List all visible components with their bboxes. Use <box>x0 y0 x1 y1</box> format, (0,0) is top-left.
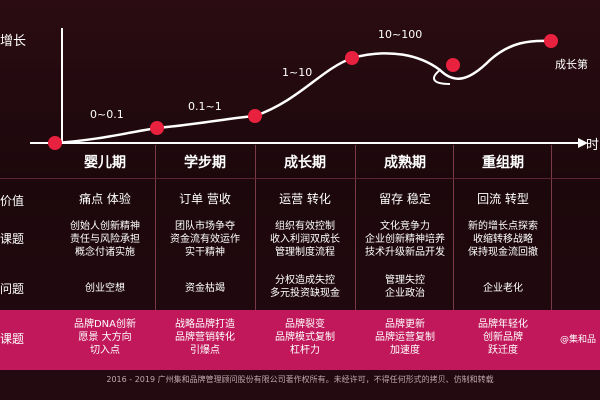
copyright-footer: 2016 - 2019 广州集和品牌管理顾问股份有限公司著作权所有。未经许可，不… <box>106 375 494 384</box>
stage-point-reorg <box>446 58 460 72</box>
segment-label: 1~10 <box>282 66 313 79</box>
problem-cell: 资金枯竭 <box>155 282 255 295</box>
topic-cell: 团队市场争夺 资金流有效运作 实干精神 <box>155 220 255 259</box>
brand-line: 品牌更新 <box>385 319 425 330</box>
problem-cell: 分权造成失控 多元投资缺现金 <box>255 274 355 300</box>
stage-name-mature: 成熟期 <box>384 155 426 171</box>
row-label-problem: 问题 <box>0 282 25 296</box>
value-cell: 订单 营收 <box>179 192 231 206</box>
row-divider <box>0 178 600 179</box>
column-divider <box>355 145 356 370</box>
topic-line: 资金流有效运作 <box>170 234 240 245</box>
stage-name-toddler: 学步期 <box>184 155 226 171</box>
column-divider <box>155 145 156 370</box>
brand-cell: 战略品牌打造 品牌营销转化 引爆点 <box>155 318 255 357</box>
column-divider <box>255 145 256 370</box>
row-label-topic: 课题 <box>0 232 25 246</box>
brand-cell: 品牌更新 品牌运营复制 加速度 <box>355 318 455 357</box>
brand-line: 加速度 <box>390 345 420 356</box>
brand-line: 战略品牌打造 <box>175 319 235 330</box>
problem-line: 企业老化 <box>483 283 523 294</box>
x-axis-arrow <box>578 138 588 148</box>
topic-line: 管理制度流程 <box>275 247 335 258</box>
stage-point-final <box>544 34 558 48</box>
brand-line: 引爆点 <box>190 345 220 356</box>
brand-line: 品牌营销转化 <box>175 332 235 343</box>
topic-line: 新的增长点探索 <box>468 221 538 232</box>
topic-line: 实干精神 <box>185 247 225 258</box>
watermark: @集和品 <box>560 335 597 345</box>
row-label-brand-topic: 课题 <box>0 332 25 346</box>
problem-line: 管理失控 <box>385 275 425 286</box>
segment-label: 10~100 <box>378 28 423 41</box>
topic-line: 文化竞争力 <box>380 221 430 232</box>
topic-line: 概念付诸实施 <box>75 247 135 258</box>
topic-line: 技术升级新品开发 <box>365 247 445 258</box>
brand-line: 杠杆力 <box>290 345 320 356</box>
final-point-label: 成长第 <box>555 58 588 71</box>
problem-line: 多元投资缺现金 <box>270 288 340 299</box>
stage-name-reorg: 重组期 <box>482 155 524 171</box>
stage-point-growth <box>248 109 262 123</box>
topic-cell: 文化竞争力 企业创新精神培养 技术升级新品开发 <box>355 220 455 259</box>
problem-cell: 企业老化 <box>453 282 553 295</box>
stage-point-infant <box>48 136 62 150</box>
topic-line: 创始人创新精神 <box>70 221 140 232</box>
brand-cell: 品牌裂变 品牌模式复制 杠杆力 <box>255 318 355 357</box>
brand-line: 愿景 大方向 <box>78 332 132 343</box>
brand-cell: 品牌DNA创新 愿景 大方向 切入点 <box>55 318 155 357</box>
stage-point-toddler <box>150 121 164 135</box>
brand-line: 品牌运营复制 <box>375 332 435 343</box>
column-divider <box>551 145 552 370</box>
topic-line: 保持现金流回撤 <box>468 247 538 258</box>
stage-name-infant: 婴儿期 <box>84 155 126 171</box>
brand-line: 创新品牌 <box>483 332 523 343</box>
stage-name-growth: 成长期 <box>284 155 326 171</box>
brand-cell: 品牌年轻化 创新品牌 跃迁度 <box>453 318 553 357</box>
growth-curve <box>54 39 552 145</box>
topic-line: 组织有效控制 <box>275 221 335 232</box>
topic-line: 责任与风险承担 <box>70 234 140 245</box>
topic-cell: 创始人创新精神 责任与风险承担 概念付诸实施 <box>55 220 155 259</box>
value-cell: 回流 转型 <box>477 192 529 206</box>
brand-line: 品牌裂变 <box>285 319 325 330</box>
brand-line: 品牌DNA创新 <box>73 319 137 330</box>
topic-cell: 组织有效控制 收入利润双成长 管理制度流程 <box>255 220 355 259</box>
topic-line: 收入利润双成长 <box>270 234 340 245</box>
topic-line: 收缩转移战略 <box>473 234 533 245</box>
value-cell: 留存 稳定 <box>379 192 431 206</box>
topic-cell: 新的增长点探索 收缩转移战略 保持现金流回撤 <box>453 220 553 259</box>
problem-line: 企业政治 <box>385 288 425 299</box>
segment-label: 0~0.1 <box>90 108 124 121</box>
x-axis-label: 时 <box>586 138 600 153</box>
problem-cell: 管理失控 企业政治 <box>355 274 455 300</box>
problem-line: 分权造成失控 <box>275 275 335 286</box>
stage-point-mature <box>345 51 359 65</box>
brand-topic-band <box>0 310 600 370</box>
topic-line: 企业创新精神培养 <box>365 234 445 245</box>
brand-line: 跃迁度 <box>488 345 518 356</box>
brand-line: 品牌模式复制 <box>275 332 335 343</box>
y-axis-label: 增长 <box>0 34 27 49</box>
column-divider <box>453 145 454 370</box>
value-cell: 痛点 体验 <box>79 192 131 206</box>
problem-cell: 创业空想 <box>55 282 155 295</box>
segment-label: 0.1~1 <box>188 100 222 113</box>
topic-line: 团队市场争夺 <box>175 221 235 232</box>
row-label-value: 价值 <box>0 194 25 208</box>
brand-line: 切入点 <box>90 345 120 356</box>
brand-line: 品牌年轻化 <box>478 319 528 330</box>
problem-line: 创业空想 <box>85 283 125 294</box>
problem-line: 资金枯竭 <box>185 283 225 294</box>
value-cell: 运营 转化 <box>279 192 331 206</box>
